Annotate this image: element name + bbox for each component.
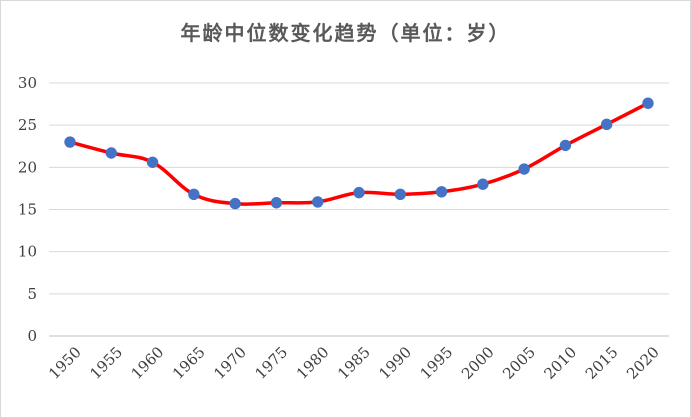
x-tick-label: 2005 (499, 343, 539, 383)
y-tick-label: 5 (27, 285, 37, 303)
data-point-2020 (642, 97, 654, 109)
x-tick-label: 1990 (375, 343, 415, 383)
y-tick-label: 0 (27, 327, 37, 345)
y-tick-label: 30 (18, 74, 37, 92)
data-point-1965 (188, 188, 200, 201)
series-points (64, 97, 654, 210)
x-tick-labels: 1950 1955 1960 1965 1970 1975 1980 1985 1990 1995… (45, 343, 663, 383)
x-tick-label: 2015 (582, 343, 622, 383)
data-point-1955 (105, 147, 117, 159)
x-tick-label: 2020 (623, 343, 663, 383)
x-tick-label: 1960 (128, 343, 168, 383)
data-point-2010 (559, 139, 572, 152)
data-point-1985 (353, 186, 365, 199)
y-tick-label: 15 (18, 201, 37, 219)
data-point-2015 (601, 118, 613, 131)
x-tick-label: 1970 (210, 343, 250, 383)
data-point-1980 (312, 196, 324, 208)
x-tick-label: 1995 (417, 343, 457, 383)
data-point-1960 (146, 156, 159, 168)
x-tick-label: 1985 (334, 343, 374, 383)
x-tick-label: 2010 (541, 343, 581, 383)
chart-title: 年龄中位数变化趋势（单位：岁） (180, 21, 511, 45)
x-tick-label: 1955 (86, 343, 126, 383)
data-point-1950 (64, 136, 76, 148)
y-tick-label: 20 (18, 158, 37, 176)
x-tick-label: 1975 (252, 343, 292, 383)
data-point-2000 (477, 178, 489, 190)
data-point-1990 (394, 188, 406, 201)
y-tick-label: 10 (18, 243, 37, 261)
x-tick-label: 1980 (293, 343, 333, 383)
data-point-1970 (229, 197, 241, 210)
x-tick-label: 1950 (45, 343, 85, 383)
data-point-2005 (518, 163, 530, 175)
x-tick-label: 1965 (169, 343, 209, 383)
data-point-1975 (270, 197, 283, 209)
y-tick-label: 25 (18, 116, 37, 134)
y-tick-labels: 0 5 10 15 20 25 30 (18, 74, 37, 345)
data-point-1995 (435, 186, 448, 198)
x-tick-label: 2000 (458, 343, 498, 383)
